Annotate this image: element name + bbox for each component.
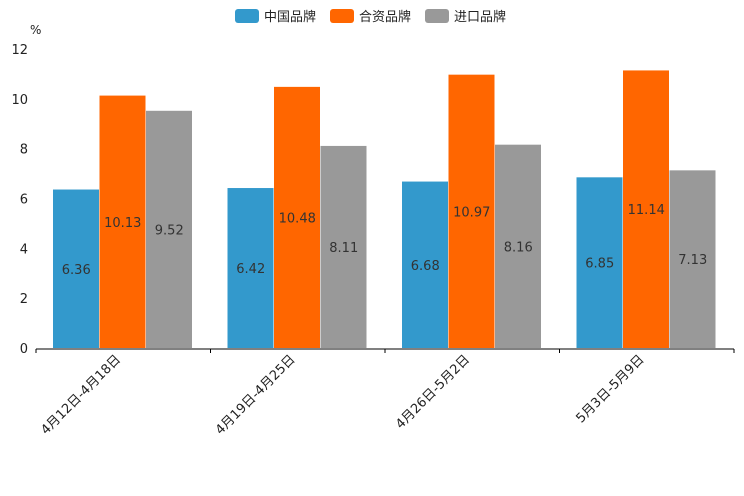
bar-value-label: 10.48 [279, 211, 316, 226]
y-tick-label: 10 [11, 93, 28, 108]
legend-swatch [425, 9, 449, 23]
bar [146, 110, 192, 348]
y-tick-label: 0 [20, 342, 28, 357]
bar [448, 74, 495, 348]
bar-value-label: 10.97 [453, 205, 490, 220]
bar-value-label: 8.11 [329, 241, 358, 256]
x-tick-label: 5月3日-5月9日 [573, 352, 647, 426]
y-axis-unit: % [30, 23, 41, 37]
legend-label: 进口品牌 [454, 9, 506, 25]
x-tick-label: 4月19日-4月25日 [213, 352, 299, 438]
legend-swatch [330, 9, 354, 23]
bar [576, 177, 623, 348]
bar-value-label: 9.52 [155, 223, 184, 238]
bar [53, 189, 99, 348]
legend-label: 合资品牌 [359, 9, 411, 25]
bar [99, 95, 146, 348]
y-tick-label: 4 [20, 242, 28, 257]
bars: 6.36 6.42 6.68 6.85 10.13 10.48 10.97 11.14 9.52… [53, 70, 716, 348]
bar-value-label: 6.36 [62, 263, 91, 278]
bar-value-label: 11.14 [628, 203, 665, 218]
bar [623, 70, 669, 348]
legend-label: 中国品牌 [264, 9, 316, 25]
bar [669, 170, 716, 348]
legend-swatch [235, 9, 259, 23]
bar-value-label: 7.13 [678, 253, 707, 268]
bar [320, 145, 367, 348]
x-axis: 4月12日-4月18日 4月19日-4月25日 4月26日-5月2日 5月3日-5月9… [35, 348, 735, 438]
bar-value-label: 10.13 [104, 216, 141, 231]
bar [274, 86, 320, 348]
bar-value-label: 8.16 [504, 240, 533, 255]
bar-value-label: 6.42 [236, 262, 265, 277]
bar [402, 181, 448, 348]
bar-value-label: 6.85 [585, 257, 614, 272]
y-tick-label: 12 [11, 43, 28, 58]
bar [495, 144, 541, 348]
y-tick-label: 2 [20, 292, 28, 307]
bar-value-label: 6.68 [411, 259, 440, 274]
y-tick-label: 6 [20, 193, 28, 208]
y-axis: 0 2 4 6 8 10 12 [11, 43, 28, 357]
y-tick-label: 8 [20, 143, 28, 158]
bar [227, 188, 274, 348]
x-tick-label: 4月12日-4月18日 [38, 352, 124, 438]
x-tick-label: 4月26日-5月2日 [393, 352, 473, 432]
legend: 中国品牌 合资品牌 进口品牌 [235, 9, 506, 25]
